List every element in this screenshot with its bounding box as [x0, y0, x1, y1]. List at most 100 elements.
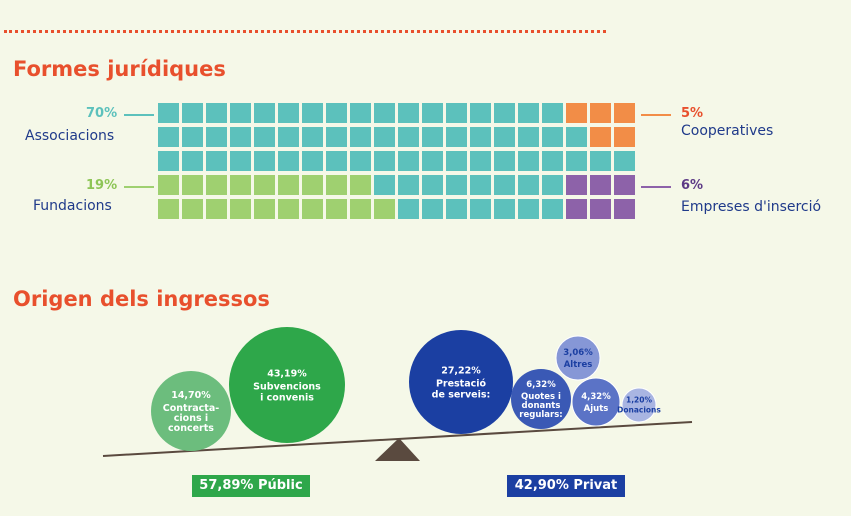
associacions-label: Associacions: [25, 128, 115, 144]
waffle-cell: [422, 199, 443, 219]
balance-fulcrum: [375, 438, 420, 461]
waffle-cell: [590, 127, 611, 147]
cooperatives-label: Cooperatives: [681, 123, 774, 139]
waffle-cell: [422, 151, 443, 171]
waffle-cell: [278, 175, 299, 195]
waffle-cell: [302, 151, 323, 171]
waffle-chart: [158, 103, 635, 219]
waffle-cell: [470, 199, 491, 219]
waffle-cell: [350, 151, 371, 171]
waffle-cell: [158, 151, 179, 171]
waffle-cell: [254, 151, 275, 171]
waffle-cell: [422, 127, 443, 147]
waffle-cell: [302, 175, 323, 195]
waffle-cell: [398, 103, 419, 123]
waffle-cell: [230, 175, 251, 195]
waffle-cell: [566, 127, 587, 147]
waffle-cell: [590, 175, 611, 195]
waffle-cell: [542, 199, 563, 219]
waffle-cell: [374, 127, 395, 147]
bubble-category-label: Subvencions: [253, 381, 321, 392]
waffle-cell: [542, 175, 563, 195]
fundacions-label: Fundacions: [33, 198, 112, 214]
waffle-cell: [230, 103, 251, 123]
waffle-cell: [518, 103, 539, 123]
waffle-cell: [326, 103, 347, 123]
waffle-cell: [470, 175, 491, 195]
waffle-cell: [230, 199, 251, 219]
waffle-cell: [230, 127, 251, 147]
waffle-cell: [614, 175, 635, 195]
empreses-connector: [641, 186, 671, 188]
waffle-cell: [566, 199, 587, 219]
waffle-cell: [326, 175, 347, 195]
waffle-cell: [518, 175, 539, 195]
bubble-category-label: de serveis:: [432, 389, 491, 400]
waffle-cell: [182, 103, 203, 123]
waffle-cell: [206, 199, 227, 219]
waffle-cell: [614, 127, 635, 147]
waffle-cell: [278, 199, 299, 219]
bubble-category-label: Contracta-: [163, 403, 219, 414]
waffle-cell: [542, 151, 563, 171]
waffle-cell: [398, 175, 419, 195]
waffle-cell: [158, 127, 179, 147]
bubble-value-label: 3,06%: [563, 348, 593, 358]
waffle-cell: [590, 103, 611, 123]
waffle-cell: [614, 103, 635, 123]
waffle-cell: [374, 103, 395, 123]
associacions-pct: 70%: [86, 106, 118, 121]
bubble: [409, 330, 513, 434]
waffle-cell: [398, 151, 419, 171]
waffle-cell: [206, 103, 227, 123]
waffle-cell: [398, 127, 419, 147]
waffle-cell: [254, 127, 275, 147]
waffle-cell: [278, 151, 299, 171]
bubble: [555, 335, 601, 381]
waffle-cell: [494, 127, 515, 147]
cooperatives-connector: [641, 114, 671, 116]
waffle-cell: [446, 151, 467, 171]
bubble: [229, 327, 345, 443]
waffle-cell: [326, 127, 347, 147]
waffle-cell: [230, 151, 251, 171]
public-total-badge: 57,89% Públic: [192, 475, 310, 497]
waffle-cell: [518, 127, 539, 147]
waffle-cell: [614, 151, 635, 171]
bubble-category-label: Quotes i: [521, 392, 561, 402]
waffle-cell: [158, 199, 179, 219]
bubble-value-label: 6,32%: [526, 380, 556, 390]
bubble-category-label: Altres: [564, 360, 593, 370]
cooperatives-pct: 5%: [681, 106, 704, 121]
waffle-cell: [446, 199, 467, 219]
waffle-cell: [374, 151, 395, 171]
waffle-cell: [566, 151, 587, 171]
bubble-category-label: Donacions: [617, 406, 661, 415]
bubble-value-label: 43,19%: [267, 368, 307, 379]
bubble-category-label: regulars:: [519, 410, 562, 420]
waffle-cell: [350, 175, 371, 195]
waffle-cell: [278, 127, 299, 147]
waffle-cell: [494, 103, 515, 123]
waffle-cell: [494, 175, 515, 195]
waffle-cell: [254, 175, 275, 195]
section-title-origen: Origen dels ingressos: [13, 287, 270, 311]
waffle-cell: [518, 199, 539, 219]
waffle-cell: [470, 151, 491, 171]
balance-beam: [102, 421, 693, 457]
waffle-cell: [374, 175, 395, 195]
bubble-category-label: Prestació: [436, 378, 487, 389]
waffle-cell: [566, 103, 587, 123]
waffle-cell: [494, 151, 515, 171]
waffle-cell: [326, 151, 347, 171]
waffle-cell: [470, 127, 491, 147]
bubble: [511, 369, 571, 429]
bubble-value-label: 1,20%: [626, 396, 653, 405]
waffle-cell: [590, 199, 611, 219]
waffle-cell: [542, 103, 563, 123]
waffle-cell: [590, 151, 611, 171]
waffle-cell: [302, 127, 323, 147]
bubble-category-label: cions i: [174, 413, 208, 424]
waffle-cell: [446, 175, 467, 195]
